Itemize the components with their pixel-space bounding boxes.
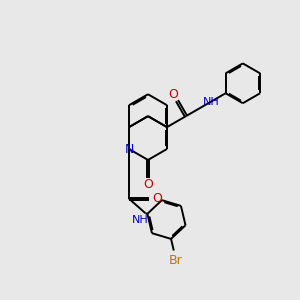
Text: O: O: [143, 178, 153, 191]
Text: N: N: [124, 142, 134, 155]
Text: O: O: [169, 88, 178, 101]
Text: O: O: [152, 192, 162, 205]
Text: NH: NH: [202, 97, 219, 107]
Text: NH: NH: [132, 215, 149, 225]
Text: Br: Br: [169, 254, 183, 267]
